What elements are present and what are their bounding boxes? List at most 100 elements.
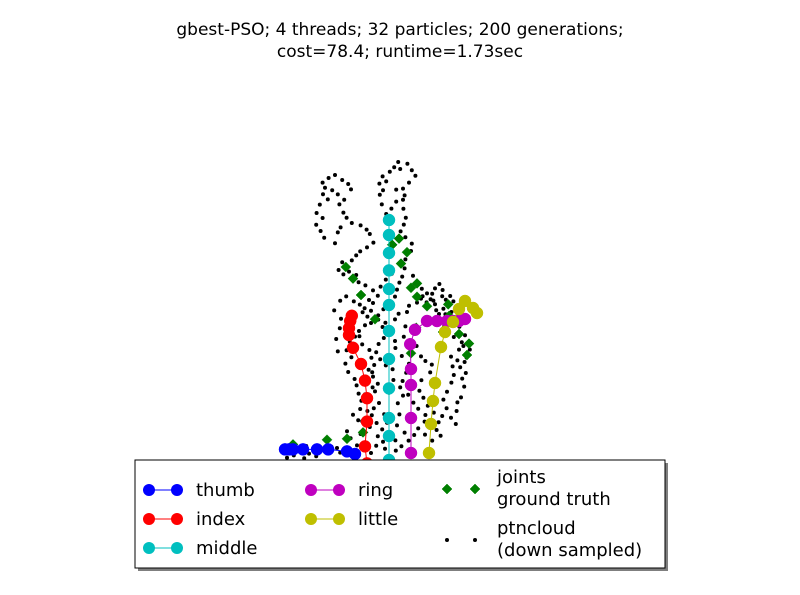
point-ptncloud-49: [403, 324, 408, 329]
legend-marker-little-a: [305, 513, 317, 525]
point-ptncloud-272: [406, 438, 411, 443]
point-ptncloud-128: [358, 223, 363, 228]
point-ptncloud-55: [419, 378, 424, 383]
point-index-4: [358, 374, 372, 387]
point-ptncloud-110: [365, 314, 370, 319]
point-ring-0: [404, 446, 418, 460]
legend-marker-middle-b: [171, 542, 183, 554]
point-joint-24: [411, 278, 423, 289]
series-ptncloud-down-sampled: [285, 160, 472, 461]
point-ptncloud-100: [335, 349, 340, 354]
point-ptncloud-54: [428, 370, 433, 375]
point-ptncloud-138: [325, 197, 330, 202]
point-thumb-7: [278, 443, 292, 456]
point-ptncloud-135: [330, 188, 335, 193]
legend-marker-thumb-a: [143, 484, 155, 496]
point-ptncloud-139: [317, 202, 322, 207]
point-ptncloud-267: [345, 429, 349, 434]
legend-label-thumb: thumb: [196, 480, 255, 501]
point-ptncloud-28: [354, 383, 359, 388]
point-ptncloud-90: [357, 329, 361, 333]
point-ptncloud-15: [381, 439, 385, 444]
point-ptncloud-171: [381, 188, 385, 193]
point-ptncloud-132: [337, 202, 342, 207]
point-index-6: [346, 341, 360, 355]
point-ptncloud-52: [423, 359, 428, 363]
point-ptncloud-137: [321, 192, 325, 197]
point-middle-5: [382, 324, 396, 338]
point-ptncloud-48: [401, 334, 406, 339]
point-ptncloud-180: [409, 241, 414, 246]
point-ptncloud-118: [341, 272, 346, 277]
point-ptncloud-250: [362, 306, 367, 311]
point-ptncloud-142: [314, 222, 319, 227]
point-joint-2: [341, 433, 353, 445]
point-ptncloud-32: [373, 389, 377, 394]
point-ptncloud-155: [384, 179, 389, 184]
point-ptncloud-249: [371, 301, 375, 305]
point-ptncloud-69: [449, 354, 453, 359]
point-ptncloud-157: [392, 165, 397, 170]
point-little-2: [426, 394, 440, 408]
point-joint-19: [347, 273, 359, 284]
point-ptncloud-166: [394, 199, 399, 204]
point-ptncloud-27: [356, 391, 361, 396]
point-joint-18: [355, 289, 367, 301]
point-ptncloud-172: [377, 181, 382, 186]
point-ptncloud-241: [393, 294, 397, 299]
point-ring-5: [408, 323, 422, 337]
legend-label-little: little: [358, 509, 398, 530]
point-little-4: [434, 340, 448, 354]
point-ptncloud-13: [369, 451, 373, 455]
point-ptncloud-21: [374, 421, 379, 425]
point-ptncloud-242: [395, 287, 399, 292]
point-ptncloud-23: [356, 418, 361, 423]
point-ptncloud-99: [343, 361, 348, 366]
point-ptncloud-173: [394, 187, 399, 192]
chart-title-line-1: gbest-PSO; 4 threads; 32 particles; 200 …: [176, 20, 624, 40]
point-ptncloud-62: [444, 406, 449, 411]
series-joints-ground-truth: [287, 233, 475, 450]
point-ptncloud-198: [451, 299, 456, 304]
point-ptncloud-34: [377, 401, 381, 405]
point-ptncloud-40: [401, 393, 405, 398]
point-ptncloud-158: [398, 167, 403, 171]
point-ptncloud-246: [383, 277, 388, 282]
point-ptncloud-45: [399, 354, 404, 358]
legend-marker-ring-b: [333, 484, 345, 496]
point-ptncloud-184: [411, 273, 415, 278]
point-ptncloud-211: [463, 371, 468, 375]
point-ptncloud-61: [440, 414, 445, 418]
point-little-8: [458, 294, 472, 308]
point-ptncloud-30: [371, 374, 375, 379]
legend-label-middle: middle: [196, 538, 257, 559]
point-ptncloud-25: [358, 407, 363, 411]
point-ptncloud-220: [438, 433, 443, 438]
point-ptncloud-72: [451, 335, 456, 339]
point-ptncloud-94: [349, 355, 354, 360]
point-ptncloud-248: [375, 293, 380, 298]
point-ptncloud-213: [462, 384, 467, 389]
point-little-5: [438, 325, 452, 339]
series-little: [422, 294, 484, 460]
point-joint-7: [421, 300, 433, 312]
point-ptncloud-270: [383, 446, 387, 451]
point-ptncloud-51: [419, 354, 423, 359]
point-ptncloud-210: [458, 365, 463, 370]
point-ptncloud-17: [393, 438, 398, 443]
point-joint-22: [393, 233, 405, 244]
point-ptncloud-177: [401, 222, 406, 227]
point-ptncloud-81: [415, 300, 419, 305]
point-ptncloud-148: [320, 180, 325, 185]
point-ptncloud-192: [440, 288, 445, 292]
point-ptncloud-169: [379, 202, 384, 207]
point-ptncloud-131: [341, 210, 346, 215]
point-ptncloud-71: [459, 340, 464, 345]
point-ptncloud-86: [383, 320, 388, 325]
point-ptncloud-165: [402, 193, 407, 198]
point-index-1: [358, 440, 372, 453]
point-ptncloud-254: [360, 342, 365, 347]
legend: thumb index middle ring little joints gr…: [134, 459, 668, 571]
legend-marker-index-a: [143, 513, 155, 525]
point-ptncloud-174: [401, 197, 405, 202]
